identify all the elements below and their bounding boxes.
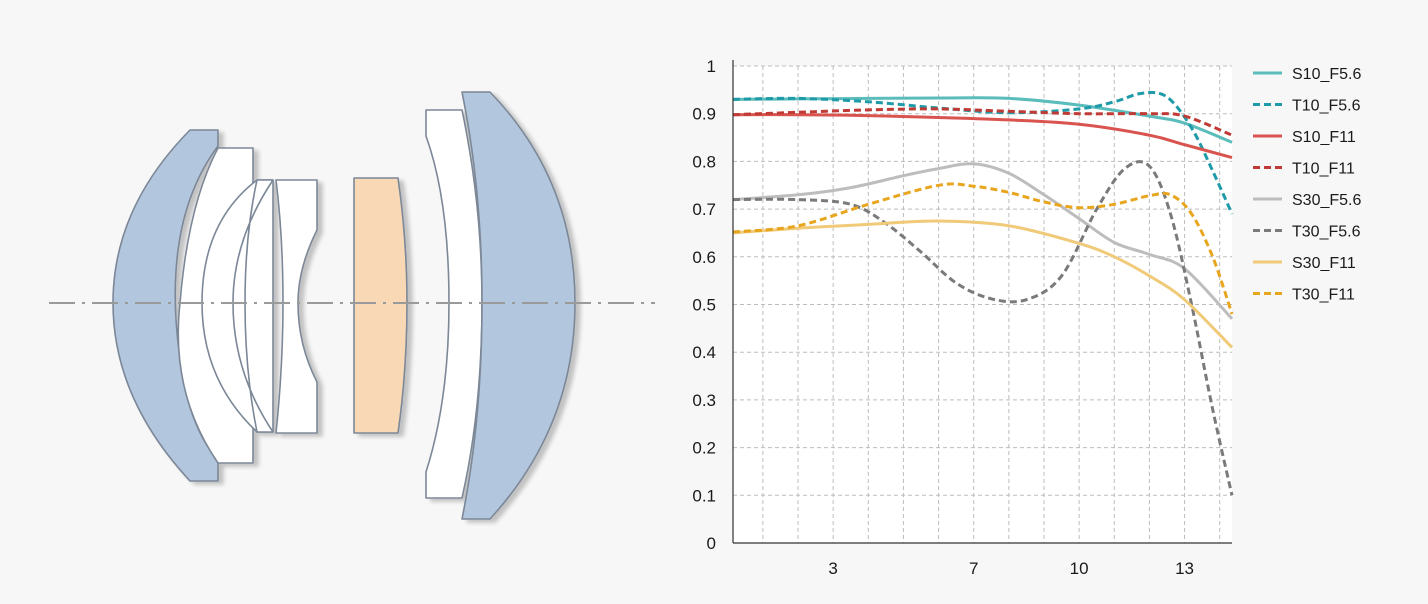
lens-diagram: [49, 91, 655, 520]
series-line-t30-f5-6: [732, 160, 1234, 496]
mtf-chart: 00.10.20.30.40.50.60.70.80.913 7 10 13 S10_…: [692, 57, 1361, 578]
x-tick-label: 7: [969, 559, 978, 578]
lens-element-4-white: [232, 179, 274, 433]
axes: [732, 60, 1232, 544]
y-tick-label: 0.3: [692, 391, 716, 410]
tick-labels: 00.10.20.30.40.50.60.70.80.913 7 10 13: [692, 57, 1194, 578]
y-tick-label: 0.7: [692, 200, 716, 219]
series-line-s30-f11: [732, 219, 1234, 349]
series-line-t10-f11: [732, 107, 1233, 137]
series-line-t10-f5-6: [732, 91, 1234, 215]
y-tick-label: 1: [707, 57, 716, 76]
x-tick-label: 13: [1175, 559, 1194, 578]
lens-element-5-white: [275, 179, 318, 434]
lens-elements: [112, 91, 576, 520]
y-tick-label: 0: [707, 534, 716, 553]
legend-label: T10_F11: [1292, 161, 1355, 178]
y-tick-label: 0.6: [692, 248, 716, 267]
y-tick-label: 0.5: [692, 296, 716, 315]
y-tick-label: 0.8: [692, 152, 716, 171]
lens-element-6-orange: [353, 177, 408, 434]
legend-label: S30_F5.6: [1292, 192, 1361, 209]
lens-element-8-blue: [461, 91, 576, 520]
x-tick-label: 3: [828, 559, 837, 578]
chart-series: [732, 91, 1234, 496]
legend: S10_F5.6 T10_F5.6 S10_F11 T10_F11 S30_F5.6 T3…: [1253, 66, 1361, 304]
legend-label: S30_F11: [1292, 255, 1356, 272]
legend-label: T30_F11: [1292, 287, 1355, 304]
legend-label: S10_F5.6: [1292, 66, 1361, 83]
legend-label: S10_F11: [1292, 129, 1356, 146]
y-tick-label: 0.2: [692, 439, 716, 458]
lens-element-1-blue: [112, 129, 219, 482]
series-line-s30-f5-6: [732, 162, 1234, 320]
y-tick-label: 0.4: [692, 343, 716, 362]
legend-label: T30_F5.6: [1292, 224, 1361, 241]
legend-label: T10_F5.6: [1292, 98, 1361, 115]
series-line-s10-f11: [732, 113, 1233, 160]
x-tick-label: 10: [1070, 559, 1089, 578]
y-tick-label: 0.1: [692, 486, 716, 505]
y-tick-label: 0.9: [692, 105, 716, 124]
series-line-t30-f11: [732, 182, 1234, 315]
grid: [733, 65, 1232, 543]
